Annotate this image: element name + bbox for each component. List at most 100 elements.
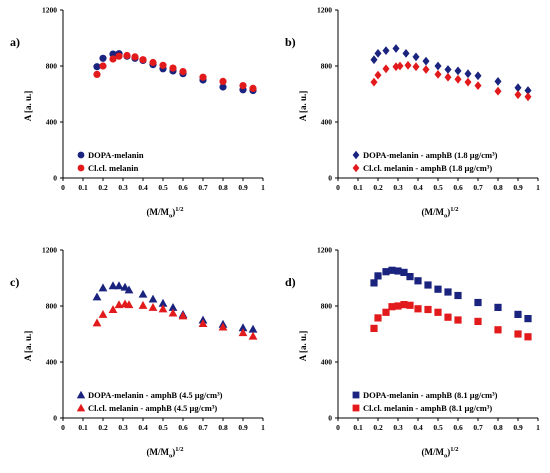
x-tick-label: 0.4 — [138, 183, 148, 192]
x-tick-label: 0.5 — [433, 183, 443, 192]
y-tick-label: 0 — [53, 414, 57, 423]
data-point — [434, 70, 442, 79]
data-point — [370, 324, 378, 332]
x-tick-label: 0.6 — [178, 183, 188, 192]
y-tick-label: 800 — [321, 302, 333, 311]
data-point — [374, 49, 382, 58]
data-point — [444, 313, 452, 321]
panel-label: c) — [10, 275, 19, 289]
data-point — [514, 83, 522, 93]
y-tick-label: 800 — [46, 62, 58, 71]
chart-panel: d) 0 0.1 0.2 0.3 0.4 0.5 0.6 0.7 0.8 0.9 1 0 400 800 12… — [285, 246, 540, 460]
x-tick-label: 0 — [61, 183, 65, 192]
x-tick-label: 0.5 — [158, 183, 168, 192]
x-tick-label: 0.8 — [218, 423, 228, 432]
data-point — [514, 90, 522, 100]
x-tick-label: 0.2 — [98, 423, 108, 432]
data-point — [412, 62, 420, 72]
data-point — [370, 279, 378, 287]
data-point — [392, 62, 400, 72]
data-point — [474, 317, 482, 325]
data-point — [514, 310, 522, 318]
data-point — [412, 52, 420, 62]
data-point — [179, 68, 187, 76]
data-point — [249, 84, 257, 92]
x-tick-label: 0.1 — [353, 423, 363, 432]
data-point — [374, 272, 382, 280]
data-point — [123, 51, 131, 60]
data-point — [374, 314, 382, 322]
y-axis-label: A [a. u.] — [298, 331, 308, 362]
data-point — [124, 285, 134, 294]
legend-marker — [77, 151, 85, 159]
x-tick-label: 0.9 — [513, 183, 523, 192]
data-point — [396, 61, 404, 71]
y-tick-label: 0 — [328, 414, 332, 423]
x-tick-label: 0.3 — [118, 423, 128, 432]
data-point — [169, 64, 177, 72]
legend-label: Cl.cl. melanin - amphB (1.8 μg/cm³) — [363, 163, 492, 173]
x-tick-label: 0.7 — [198, 423, 208, 432]
data-point — [524, 86, 532, 95]
y-tick-label: 1200 — [42, 6, 57, 15]
data-point — [93, 63, 101, 71]
chart-panel: a) 0 0.1 0.2 0.3 0.4 0.5 0.6 0.7 0.8 0.9 1 0 400 800 12… — [10, 6, 265, 220]
x-tick-label: 0.7 — [473, 423, 483, 432]
panel-label: a) — [10, 35, 20, 49]
data-point — [444, 65, 452, 74]
data-point — [434, 308, 442, 316]
x-axis-label: (M/Mo)1/2 — [421, 206, 458, 220]
legend-label: DOPA-melanin - amphB (1.8 μg/cm³) — [363, 150, 498, 160]
x-tick-label: 0.8 — [493, 423, 503, 432]
data-point — [198, 319, 208, 328]
x-tick-label: 0.2 — [98, 183, 108, 192]
data-point — [99, 62, 107, 70]
data-point — [168, 308, 178, 317]
y-tick-label: 800 — [321, 62, 333, 71]
y-axis-label: A [a. u.] — [298, 91, 308, 122]
x-tick-label: 0.3 — [393, 183, 403, 192]
data-point — [239, 82, 247, 90]
x-tick-label: 0.4 — [413, 423, 423, 432]
data-point — [414, 305, 422, 313]
data-point — [424, 281, 432, 289]
data-point — [382, 64, 390, 74]
legend-marker — [352, 391, 360, 399]
data-point — [524, 333, 532, 341]
data-point — [400, 268, 408, 276]
data-point — [139, 56, 147, 64]
data-point — [388, 303, 396, 311]
chart-panel: b) 0 0.1 0.2 0.3 0.4 0.5 0.6 0.7 0.8 0.9 1 0 400 800 12… — [285, 6, 540, 220]
data-point — [248, 331, 258, 340]
data-point — [464, 77, 472, 87]
data-point — [434, 61, 442, 71]
data-point — [406, 301, 414, 309]
legend-marker — [76, 403, 86, 412]
legend-marker — [76, 390, 86, 399]
x-tick-label: 0 — [61, 423, 65, 432]
x-tick-label: 0.8 — [493, 183, 503, 192]
data-point — [120, 282, 130, 291]
data-point — [514, 330, 522, 338]
data-point — [524, 92, 532, 102]
data-point — [114, 300, 124, 309]
legend-label: Cl.cl. melanin — [88, 163, 139, 173]
data-point — [422, 56, 430, 66]
x-tick-label: 1 — [536, 183, 540, 192]
x-tick-label: 0.9 — [238, 423, 248, 432]
data-point — [114, 281, 124, 290]
panel-label: d) — [285, 275, 296, 289]
data-point — [98, 283, 108, 292]
data-point — [454, 66, 462, 76]
x-tick-label: 0.4 — [138, 423, 148, 432]
data-point — [454, 291, 462, 300]
x-tick-label: 0.5 — [433, 423, 443, 432]
data-point — [238, 323, 248, 332]
x-tick-label: 0.3 — [118, 183, 128, 192]
data-point — [159, 61, 167, 69]
data-point — [199, 73, 207, 81]
data-point — [414, 277, 422, 285]
legend-marker — [352, 163, 360, 173]
y-tick-label: 400 — [46, 118, 58, 127]
